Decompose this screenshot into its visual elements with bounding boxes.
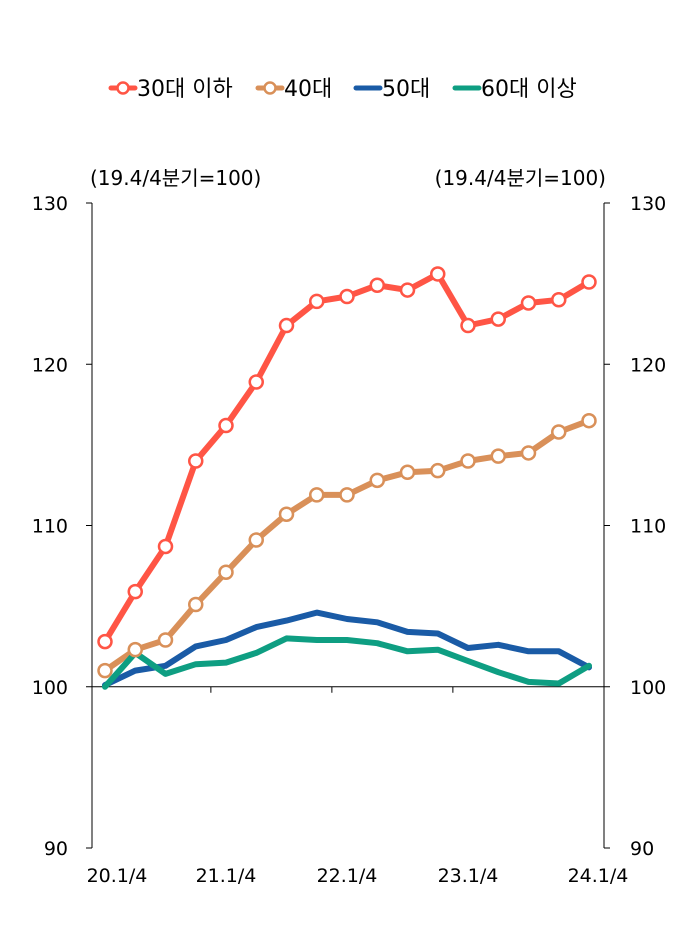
data-point-marker: [430, 462, 446, 479]
data-point-marker: [490, 448, 506, 464]
data-point-marker: [339, 288, 355, 305]
y-tick-label-right: 130: [630, 193, 666, 215]
data-point-marker: [369, 277, 385, 293]
data-point-marker: [309, 293, 325, 310]
data-point-marker: [127, 641, 143, 658]
x-tick-label: 22.1/4: [317, 865, 378, 887]
data-point-marker: [581, 274, 597, 290]
data-point-marker: [399, 464, 416, 481]
data-point-marker: [551, 424, 567, 440]
data-point-marker: [248, 374, 264, 390]
y-tick-label-left: 100: [32, 677, 68, 699]
legend-marker: [263, 81, 277, 95]
right-unit-label: (19.4/4분기=100): [435, 166, 606, 190]
data-point-marker: [278, 506, 295, 522]
y-tick-label-right: 100: [630, 677, 666, 699]
data-point-marker: [399, 282, 416, 298]
y-tick-label-right: 120: [630, 354, 666, 376]
data-point-marker: [127, 583, 143, 600]
y-tick-label-left: 130: [32, 193, 68, 215]
y-tick-label-right: 90: [630, 838, 654, 860]
data-point-marker: [460, 317, 476, 334]
data-point-marker: [157, 632, 174, 648]
data-point-marker: [460, 453, 476, 469]
legend-label: 50대: [382, 77, 430, 102]
data-point-marker: [278, 317, 295, 334]
data-point-marker: [188, 596, 204, 613]
x-tick-label: 23.1/4: [438, 865, 499, 887]
x-tick-label: 21.1/4: [196, 865, 257, 887]
legend-label: 30대 이하: [137, 77, 233, 102]
data-point-marker: [369, 472, 385, 489]
data-point-marker: [430, 266, 446, 282]
data-point-marker: [97, 662, 113, 679]
data-point-marker: [97, 633, 113, 650]
axes: 90 90 100 100 110 110 120 120 130 130 20.1/4 21.1/4…: [32, 193, 667, 887]
series-line: [102, 271, 592, 645]
series-line: [102, 635, 592, 690]
data-point-marker: [490, 311, 506, 327]
data-point-marker: [581, 412, 597, 429]
data-point-marker: [551, 292, 567, 308]
y-tick-label-left: 110: [32, 516, 68, 538]
legend-label: 40대: [284, 77, 332, 102]
legend: 30대 이하 40대 50대 60대 이상: [108, 77, 577, 102]
data-point-marker: [218, 417, 234, 434]
data-point-marker: [520, 295, 537, 311]
data-point-marker: [520, 445, 537, 461]
series-line: [102, 609, 592, 689]
legend-label: 60대 이상: [481, 77, 577, 102]
y-tick-label-left: 120: [32, 354, 68, 376]
data-point-marker: [157, 538, 174, 555]
data-point-marker: [188, 453, 204, 469]
legend-marker: [116, 81, 130, 95]
series-lines: [97, 266, 597, 690]
left-unit-label: (19.4/4분기=100): [90, 166, 261, 190]
x-tick-label: 24.1/4: [568, 865, 629, 887]
data-point-marker: [248, 532, 264, 548]
data-point-marker: [339, 487, 355, 503]
y-tick-label-right: 110: [630, 516, 666, 538]
data-point-marker: [309, 487, 325, 503]
series-line: [102, 417, 592, 674]
y-tick-label-left: 90: [44, 838, 68, 860]
x-tick-label: 20.1/4: [87, 865, 148, 887]
data-point-marker: [218, 564, 234, 581]
